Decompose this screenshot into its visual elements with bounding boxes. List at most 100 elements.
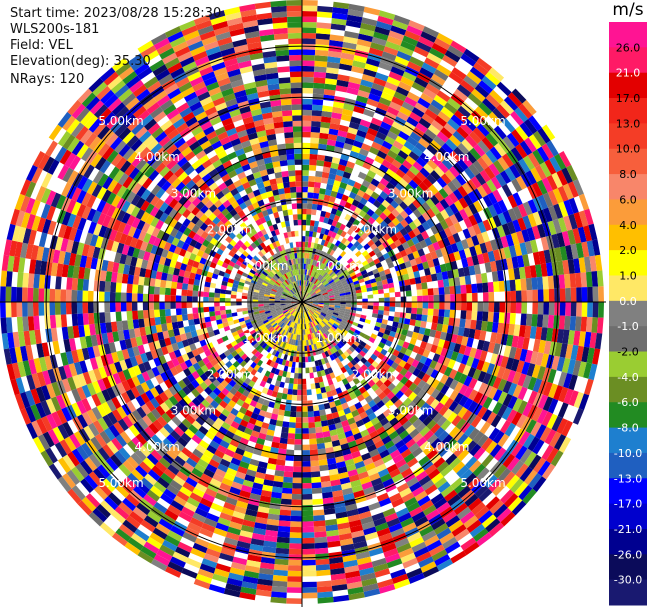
ppi-gate	[347, 81, 361, 90]
ppi-gate	[412, 432, 424, 443]
ppi-gate	[572, 408, 584, 425]
ppi-gate	[371, 375, 380, 384]
ppi-gate	[311, 209, 317, 216]
ppi-gate	[489, 146, 502, 160]
ppi-gate	[409, 428, 420, 439]
ppi-gate	[411, 331, 419, 340]
ppi-gate	[225, 298, 231, 302]
ppi-gate	[520, 278, 527, 291]
ppi-gate	[330, 23, 346, 31]
ppi-gate	[496, 225, 506, 238]
ppi-gate	[302, 450, 310, 456]
ppi-gate	[71, 302, 78, 315]
ppi-gate	[501, 368, 511, 381]
ppi-gate	[391, 186, 402, 196]
ppi-gate	[441, 271, 449, 280]
ppi-gate	[364, 319, 371, 325]
ppi-gate	[302, 477, 312, 484]
ppi-gate	[343, 313, 350, 318]
ppi-gate	[578, 257, 586, 273]
ppi-gate	[328, 295, 335, 298]
ppi-gate	[362, 298, 368, 302]
ppi-gate	[431, 472, 444, 485]
ppi-gate	[359, 28, 375, 37]
ppi-gate	[334, 240, 341, 247]
ppi-gate	[307, 264, 310, 270]
ppi-gate	[363, 383, 372, 391]
ppi-gate	[454, 110, 468, 123]
ppi-gate	[347, 9, 364, 18]
ppi-gate	[460, 537, 477, 551]
ppi-gate	[358, 124, 369, 133]
ppi-gate	[516, 255, 525, 268]
ppi-gate	[414, 242, 423, 251]
ppi-gate	[312, 231, 317, 238]
ppi-gate	[93, 280, 100, 292]
ppi-gate	[435, 381, 445, 392]
ppi-gate	[429, 266, 437, 275]
ppi-gate	[494, 447, 507, 461]
ppi-gate	[313, 266, 318, 272]
ppi-gate	[188, 278, 195, 285]
ppi-gate	[439, 229, 448, 240]
ppi-gate	[404, 279, 411, 286]
ppi-gate	[406, 266, 414, 274]
ppi-gate	[375, 345, 383, 353]
ppi-gate	[371, 383, 380, 392]
ppi-gate	[82, 302, 89, 314]
ppi-gate	[310, 291, 316, 296]
ppi-gate	[476, 311, 483, 321]
ppi-gate	[391, 20, 409, 31]
ppi-gate	[295, 428, 302, 434]
ppi-gate	[352, 140, 363, 149]
ppi-gate	[340, 295, 346, 298]
ppi-gate	[454, 211, 464, 223]
ppi-gate	[398, 164, 410, 174]
ppi-gate	[373, 305, 379, 310]
ppi-gate	[371, 360, 379, 369]
ppi-gate	[302, 0, 318, 6]
ppi-gate	[404, 348, 413, 357]
ppi-gate	[406, 193, 417, 203]
ppi-gate	[311, 203, 318, 210]
ppi-gate	[115, 282, 122, 293]
ppi-gate	[399, 346, 408, 355]
ppi-gate	[433, 294, 440, 302]
ppi-gate	[511, 500, 527, 516]
ppi-gate	[420, 31, 437, 43]
ppi-gate	[308, 433, 317, 440]
ppi-gate	[562, 329, 570, 345]
ppi-gate	[540, 236, 550, 251]
ppi-gate	[383, 232, 391, 241]
ppi-gate	[426, 208, 436, 219]
ppi-gate	[349, 244, 357, 252]
ppi-gate	[334, 344, 340, 351]
ppi-gate	[580, 272, 588, 288]
ppi-gate	[441, 158, 453, 170]
ppi-gate	[312, 284, 317, 290]
ppi-gate	[527, 199, 538, 214]
ppi-gate	[305, 263, 308, 270]
ppi-gate	[302, 38, 316, 45]
ppi-gate	[465, 440, 477, 453]
ppi-gate	[478, 102, 493, 116]
ppi-gate	[276, 459, 286, 466]
ppi-gate	[375, 262, 383, 269]
ppi-gate	[417, 389, 427, 399]
ppi-gate	[312, 296, 318, 299]
ppi-gate	[104, 291, 111, 302]
ppi-gate	[509, 312, 516, 325]
ppi-gate	[38, 274, 46, 289]
ppi-gate	[463, 375, 473, 387]
ppi-gate	[336, 282, 343, 287]
ppi-gate	[334, 233, 341, 241]
ppi-gate	[443, 366, 453, 377]
ppi-gate	[400, 126, 413, 137]
ppi-gate	[422, 88, 437, 100]
ppi-gate	[82, 313, 89, 325]
ppi-gate	[587, 286, 593, 302]
ppi-gate	[351, 186, 360, 195]
ppi-gate	[422, 302, 429, 309]
ppi-gate	[444, 206, 455, 217]
ppi-gate	[572, 228, 582, 244]
